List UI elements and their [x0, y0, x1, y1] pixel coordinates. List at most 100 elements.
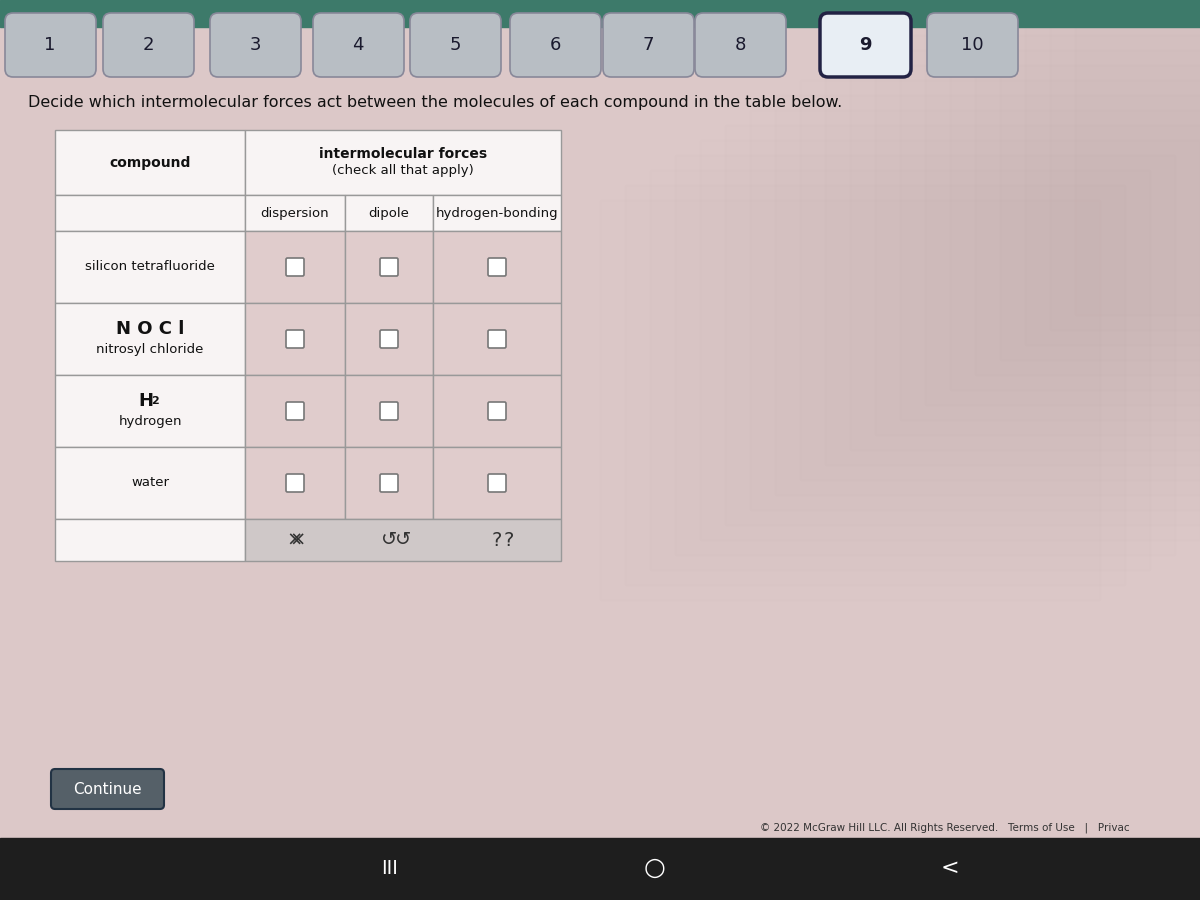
Text: nitrosyl chloride: nitrosyl chloride	[96, 343, 204, 356]
Text: 2: 2	[151, 396, 158, 406]
Bar	[245, 130, 562, 195]
FancyBboxPatch shape	[510, 13, 601, 77]
FancyBboxPatch shape	[695, 13, 786, 77]
Bar	[775, 95, 1200, 495]
FancyBboxPatch shape	[313, 13, 404, 77]
Bar	[750, 110, 1200, 510]
Bar	[700, 140, 1200, 540]
Bar	[433, 231, 562, 303]
Bar	[55, 303, 245, 375]
FancyBboxPatch shape	[604, 13, 694, 77]
Bar	[433, 195, 562, 231]
FancyBboxPatch shape	[286, 330, 304, 348]
Bar	[900, 20, 1200, 420]
Text: ○: ○	[644, 856, 666, 880]
Bar	[433, 303, 562, 375]
FancyBboxPatch shape	[50, 769, 164, 809]
Bar	[55, 130, 245, 195]
FancyBboxPatch shape	[210, 13, 301, 77]
Bar	[850, 50, 1200, 450]
Bar	[600, 200, 1100, 600]
Bar	[875, 35, 1200, 435]
Bar	[433, 447, 562, 519]
FancyBboxPatch shape	[5, 13, 96, 77]
Bar	[800, 80, 1200, 480]
Text: 5: 5	[449, 36, 461, 54]
Text: 8: 8	[734, 36, 745, 54]
Bar	[55, 519, 245, 561]
FancyBboxPatch shape	[410, 13, 502, 77]
FancyBboxPatch shape	[380, 330, 398, 348]
Bar	[55, 231, 245, 303]
Bar	[55, 195, 245, 231]
Bar	[650, 170, 1150, 570]
Text: H: H	[138, 392, 154, 410]
Text: 1: 1	[44, 36, 55, 54]
Bar	[0, 838, 1200, 900]
FancyBboxPatch shape	[286, 258, 304, 276]
Text: 9: 9	[859, 36, 871, 54]
Text: hydrogen-bonding: hydrogen-bonding	[436, 206, 558, 220]
Text: <: <	[941, 858, 959, 878]
Bar	[245, 303, 346, 375]
Bar	[925, 5, 1200, 405]
Text: ↺: ↺	[380, 530, 397, 550]
Text: ×: ×	[287, 530, 304, 550]
Text: © 2022 McGraw Hill LLC. All Rights Reserved.   Terms of Use   |   Privac: © 2022 McGraw Hill LLC. All Rights Reser…	[761, 823, 1130, 833]
Text: water: water	[131, 476, 169, 490]
Bar	[346, 375, 433, 447]
Text: 7: 7	[642, 36, 654, 54]
Text: hydrogen: hydrogen	[119, 415, 181, 428]
Bar	[725, 125, 1200, 525]
Text: intermolecular forces: intermolecular forces	[319, 147, 487, 160]
FancyBboxPatch shape	[820, 13, 911, 77]
Bar	[245, 375, 346, 447]
Bar	[245, 519, 562, 561]
Bar	[433, 375, 562, 447]
Text: ×: ×	[289, 530, 306, 550]
Bar	[55, 447, 245, 519]
Text: silicon tetrafluoride: silicon tetrafluoride	[85, 260, 215, 274]
Text: 3: 3	[250, 36, 260, 54]
Text: ?: ?	[492, 530, 502, 550]
Text: N O C l: N O C l	[116, 320, 184, 338]
Bar	[245, 231, 346, 303]
FancyBboxPatch shape	[380, 474, 398, 492]
FancyBboxPatch shape	[488, 258, 506, 276]
Bar	[0, 0, 1200, 27]
Bar	[245, 195, 346, 231]
FancyBboxPatch shape	[488, 474, 506, 492]
Bar	[1000, 0, 1200, 360]
FancyBboxPatch shape	[380, 258, 398, 276]
FancyBboxPatch shape	[286, 474, 304, 492]
Text: (check all that apply): (check all that apply)	[332, 164, 474, 177]
Bar	[625, 185, 1126, 585]
FancyBboxPatch shape	[286, 402, 304, 420]
Text: Continue: Continue	[73, 781, 142, 797]
Bar	[1075, 0, 1200, 315]
Bar	[346, 195, 433, 231]
Text: Decide which intermolecular forces act between the molecules of each compound in: Decide which intermolecular forces act b…	[28, 95, 842, 110]
Text: dipole: dipole	[368, 206, 409, 220]
FancyBboxPatch shape	[488, 402, 506, 420]
Bar	[346, 303, 433, 375]
Bar	[1025, 0, 1200, 345]
Bar	[346, 231, 433, 303]
Text: 10: 10	[961, 36, 983, 54]
Text: 4: 4	[353, 36, 364, 54]
Text: ↺: ↺	[395, 530, 412, 550]
Bar	[674, 155, 1175, 555]
FancyBboxPatch shape	[380, 402, 398, 420]
Bar	[974, 0, 1200, 375]
Bar	[55, 375, 245, 447]
Bar	[950, 0, 1200, 390]
Text: compound: compound	[109, 156, 191, 169]
Text: dispersion: dispersion	[260, 206, 329, 220]
Text: ?: ?	[503, 530, 514, 550]
Text: 2: 2	[143, 36, 154, 54]
FancyBboxPatch shape	[488, 330, 506, 348]
Text: III: III	[382, 859, 398, 877]
Bar	[1050, 0, 1200, 330]
FancyBboxPatch shape	[103, 13, 194, 77]
Bar	[826, 65, 1200, 465]
